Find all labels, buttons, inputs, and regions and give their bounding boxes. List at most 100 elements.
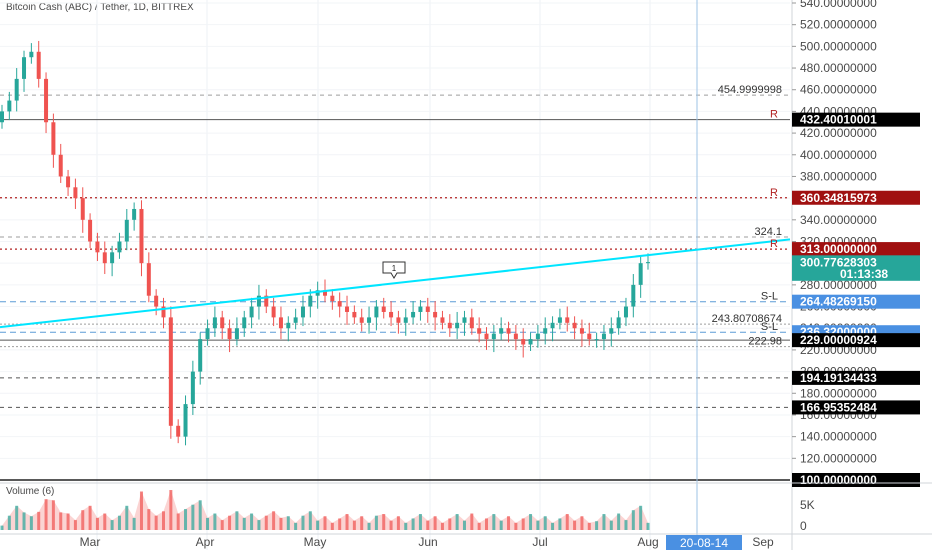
volume-bar <box>352 520 356 530</box>
volume-bar <box>169 490 173 530</box>
volume-bar <box>338 518 342 530</box>
volume-bar <box>360 516 364 530</box>
volume-bar <box>433 516 437 530</box>
candle-body <box>168 317 173 426</box>
candle-body <box>418 306 423 312</box>
candle-body <box>411 311 416 318</box>
badge-264-text: 264.48269150 <box>800 295 877 309</box>
candle-body <box>66 176 71 188</box>
candle-body <box>345 306 350 312</box>
volume-bar <box>117 515 121 530</box>
badge-countdown <box>792 266 920 281</box>
volume-bar <box>602 514 606 530</box>
candle-body <box>646 262 650 264</box>
level-label-4: R <box>770 238 778 250</box>
candle-body <box>440 317 445 323</box>
volume-bar <box>22 512 26 530</box>
price-axis-label-21: 120.00000000 <box>800 451 877 465</box>
candle-body <box>308 295 313 307</box>
volume-bar <box>228 515 232 530</box>
volume-bar <box>242 517 246 530</box>
badge-229-text: 229.00000924 <box>800 333 877 347</box>
price-axis-label-7: 400.00000000 <box>800 148 877 162</box>
volume-bar <box>103 513 107 530</box>
time-axis-label-may: May <box>304 535 327 549</box>
volume-bar <box>631 510 635 530</box>
volume-bar <box>15 505 19 530</box>
candle-body <box>176 425 181 437</box>
badge-432 <box>792 112 920 127</box>
volume-bar <box>595 521 599 530</box>
volume-bar <box>492 514 496 530</box>
candle-body <box>396 317 401 323</box>
volume-bar <box>514 522 518 530</box>
volume-bar <box>95 517 99 530</box>
candle-body <box>359 317 364 323</box>
volume-bar <box>330 522 334 530</box>
volume-bar <box>573 520 577 530</box>
candle-body <box>455 322 460 329</box>
volume-pane-label: Volume (6) <box>6 486 55 497</box>
candle-body <box>477 328 482 334</box>
price-axis-label-10: 340.00000000 <box>800 213 877 227</box>
candle-body <box>117 241 122 253</box>
volume-bar <box>521 518 525 530</box>
volume-bar <box>184 509 188 530</box>
candle-body <box>51 122 56 155</box>
volume-bar <box>551 522 555 530</box>
volume-bar <box>272 511 276 530</box>
callout-bubble[interactable] <box>382 261 406 279</box>
volume-bar <box>191 504 195 530</box>
candle-body <box>381 306 386 312</box>
volume-bar <box>88 505 92 530</box>
volume-bar <box>308 511 312 530</box>
candle-body <box>565 317 570 323</box>
candle-body <box>594 339 599 341</box>
volume-bar <box>609 520 613 530</box>
volume-bar <box>250 513 254 530</box>
candle-body <box>124 219 129 242</box>
candle-body <box>102 252 107 264</box>
badge-countdown-text: 01:13:38 <box>840 267 888 281</box>
volume-bar <box>235 511 239 530</box>
candle-body <box>293 317 298 323</box>
badge-360 <box>792 190 920 205</box>
callout-label: 1 <box>392 264 397 273</box>
volume-bar <box>396 516 400 530</box>
volume-bar <box>147 509 151 530</box>
candle-body <box>543 328 548 334</box>
candle-body <box>14 78 19 101</box>
candle-body <box>58 154 63 177</box>
volume-bar <box>154 515 158 530</box>
candle-body <box>249 306 254 318</box>
volume-bar <box>66 513 70 530</box>
candle-body <box>484 333 489 340</box>
volume-bar <box>426 520 430 530</box>
candle-body <box>22 57 27 79</box>
trendline[interactable] <box>0 238 791 329</box>
time-axis-label-jul: Jul <box>532 535 547 549</box>
candle-body <box>36 51 41 79</box>
volume-bar <box>440 522 444 530</box>
candle-body <box>146 263 151 296</box>
volume-bar <box>536 520 540 530</box>
candle-body <box>367 317 372 323</box>
volume-bar <box>389 520 393 530</box>
candle-body <box>278 317 283 329</box>
candle-body <box>506 328 511 334</box>
volume-bar <box>624 520 628 530</box>
volume-bar <box>81 510 85 530</box>
volume-bar <box>264 515 268 530</box>
candle-body <box>44 78 49 123</box>
volume-bar <box>587 522 591 530</box>
volume-bar <box>448 518 452 530</box>
volume-bar <box>44 499 48 530</box>
time-cursor-badge <box>666 535 742 550</box>
candle-body <box>447 322 452 329</box>
badge-166-text: 166.95352484 <box>800 400 877 414</box>
volume-bar <box>529 514 533 530</box>
candle-body <box>95 241 100 253</box>
candle-body <box>499 328 504 334</box>
